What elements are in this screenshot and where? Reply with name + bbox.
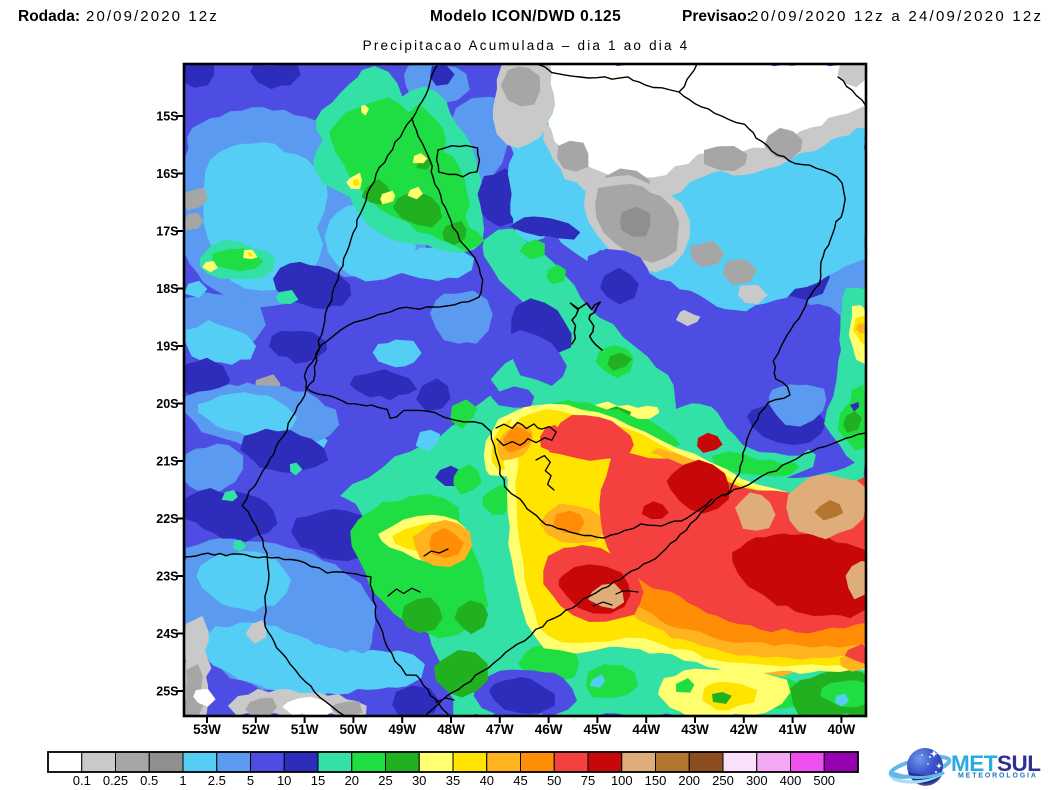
svg-text:18S: 18S: [156, 282, 178, 296]
svg-text:100: 100: [611, 773, 633, 788]
svg-text:21S: 21S: [156, 455, 178, 469]
svg-text:20/09/2020 12z: 20/09/2020 12z: [86, 8, 219, 25]
svg-text:0.25: 0.25: [103, 773, 128, 788]
svg-text:METEOROLOGIA: METEOROLOGIA: [958, 773, 1038, 780]
svg-text:17S: 17S: [156, 225, 178, 239]
svg-text:35: 35: [446, 773, 460, 788]
svg-text:Modelo ICON/DWD 0.125: Modelo ICON/DWD 0.125: [430, 8, 621, 25]
svg-text:50W: 50W: [340, 722, 368, 737]
svg-text:75: 75: [581, 773, 595, 788]
svg-text:44W: 44W: [632, 722, 660, 737]
svg-text:30: 30: [412, 773, 426, 788]
svg-text:20/09/2020 12z a 24/09/2020 12: 20/09/2020 12z a 24/09/2020 12z: [750, 8, 1043, 25]
svg-text:51W: 51W: [291, 722, 319, 737]
svg-text:53W: 53W: [193, 722, 221, 737]
svg-text:40W: 40W: [828, 722, 856, 737]
svg-text:Precipitacao Acumulada – dia 1: Precipitacao Acumulada – dia 1 ao dia 4: [363, 38, 690, 53]
svg-text:42W: 42W: [730, 722, 758, 737]
svg-text:2.5: 2.5: [208, 773, 226, 788]
svg-text:5: 5: [247, 773, 254, 788]
svg-text:45: 45: [513, 773, 527, 788]
svg-text:46W: 46W: [535, 722, 563, 737]
svg-text:48W: 48W: [437, 722, 465, 737]
svg-text:16S: 16S: [156, 167, 178, 181]
svg-text:20S: 20S: [156, 397, 178, 411]
svg-text:500: 500: [813, 773, 835, 788]
svg-text:22S: 22S: [156, 512, 178, 526]
svg-text:300: 300: [746, 773, 768, 788]
svg-text:200: 200: [678, 773, 700, 788]
svg-text:0.1: 0.1: [73, 773, 91, 788]
svg-text:19S: 19S: [156, 340, 178, 354]
svg-text:25S: 25S: [156, 685, 178, 699]
svg-text:20: 20: [345, 773, 359, 788]
svg-text:49W: 49W: [388, 722, 416, 737]
svg-text:15: 15: [311, 773, 325, 788]
svg-text:41W: 41W: [779, 722, 807, 737]
svg-text:250: 250: [712, 773, 734, 788]
svg-text:400: 400: [780, 773, 802, 788]
svg-text:25: 25: [378, 773, 392, 788]
svg-text:50: 50: [547, 773, 561, 788]
svg-text:40: 40: [480, 773, 494, 788]
svg-text:0.5: 0.5: [140, 773, 158, 788]
svg-text:15S: 15S: [156, 110, 178, 124]
svg-text:24S: 24S: [156, 627, 178, 641]
svg-text:45W: 45W: [584, 722, 612, 737]
svg-text:150: 150: [645, 773, 667, 788]
svg-text:23S: 23S: [156, 570, 178, 584]
svg-text:Rodada:: Rodada:: [18, 8, 80, 25]
svg-text:47W: 47W: [486, 722, 514, 737]
svg-text:10: 10: [277, 773, 291, 788]
svg-text:43W: 43W: [681, 722, 709, 737]
svg-text:METSUL: METSUL: [951, 751, 1041, 776]
svg-text:Previsao:: Previsao:: [682, 8, 752, 25]
svg-text:1: 1: [179, 773, 186, 788]
svg-text:52W: 52W: [242, 722, 270, 737]
